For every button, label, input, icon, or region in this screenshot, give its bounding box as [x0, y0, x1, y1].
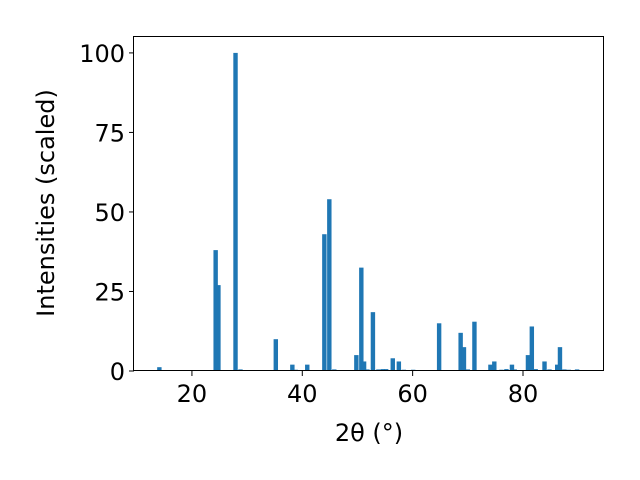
- bar: [157, 367, 162, 371]
- bar: [542, 361, 547, 371]
- y-tick-label: 50: [94, 199, 125, 227]
- y-tick-label: 25: [94, 278, 125, 306]
- x-tick-label: 20: [177, 380, 208, 408]
- bar: [509, 364, 515, 371]
- bar: [322, 234, 327, 371]
- bar: [396, 361, 402, 371]
- plot-frame: [133, 36, 604, 371]
- bar: [216, 285, 221, 371]
- x-axis-ticks: 20 40 60 80: [177, 371, 539, 408]
- bar: [492, 361, 497, 371]
- bar: [472, 321, 477, 371]
- bar: [233, 52, 238, 372]
- bar: [488, 364, 493, 371]
- x-tick-label: 60: [397, 380, 428, 408]
- bar: [461, 347, 467, 371]
- bar: [305, 364, 310, 371]
- bar: [290, 364, 295, 371]
- bar: [359, 267, 364, 371]
- bar: [458, 332, 463, 371]
- bar: [555, 364, 560, 371]
- bar: [436, 323, 442, 371]
- bar: [273, 339, 279, 371]
- x-tick-label: 80: [508, 380, 539, 408]
- y-axis-ticks: 0 25 50 75 100: [79, 40, 134, 386]
- bar: [557, 347, 563, 371]
- y-axis-label: Intensities (scaled): [32, 89, 60, 317]
- bar: [525, 355, 531, 371]
- y-tick-label: 0: [110, 358, 125, 386]
- bar: [354, 355, 359, 371]
- bar: [390, 358, 395, 371]
- bar: [529, 326, 535, 371]
- x-tick-label: 40: [287, 380, 318, 408]
- y-tick-label: 100: [79, 40, 125, 68]
- bar: [361, 361, 367, 371]
- y-tick-label: 75: [94, 119, 125, 147]
- bar: [370, 312, 376, 371]
- x-axis-label: 2θ (°): [335, 419, 403, 447]
- bars-group: [157, 52, 580, 372]
- bar: [327, 199, 332, 371]
- bar: [213, 250, 218, 371]
